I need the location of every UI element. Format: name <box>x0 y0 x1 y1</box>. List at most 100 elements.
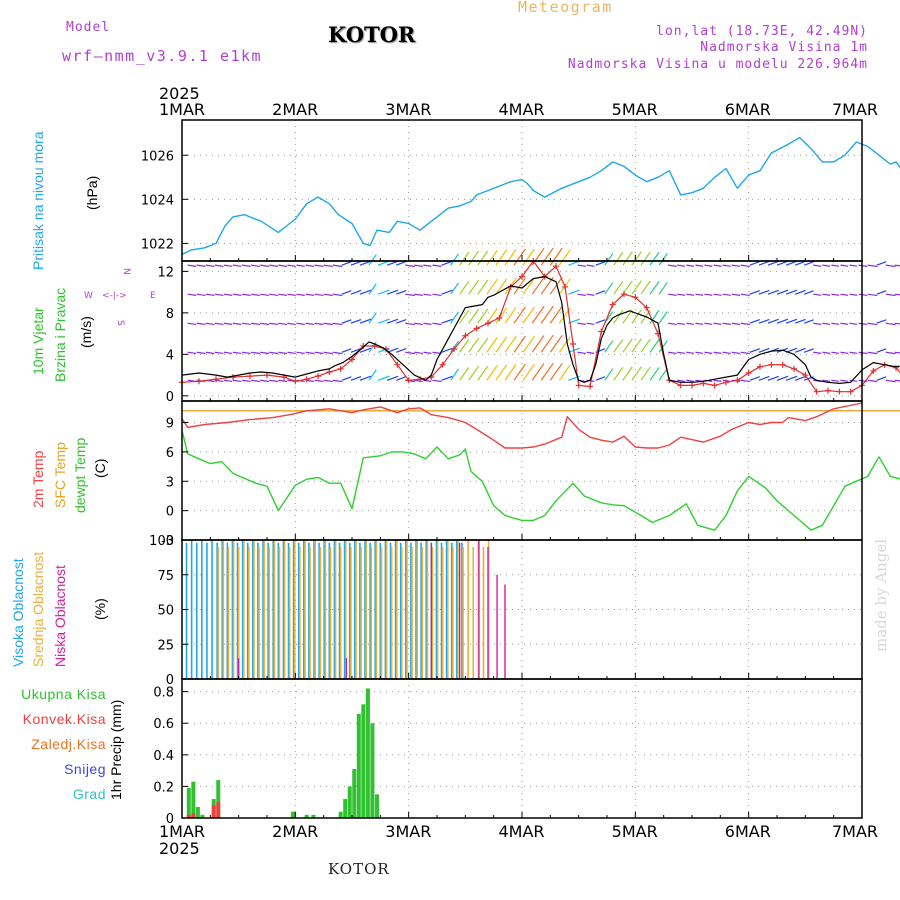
wind-barb <box>858 351 868 355</box>
wind-barb <box>885 379 896 383</box>
wind-barb <box>686 264 695 267</box>
wind-barb <box>622 309 633 324</box>
wind-barb <box>840 264 849 267</box>
wind-barb <box>713 351 722 354</box>
wind-barb <box>849 264 858 267</box>
wind-barb <box>622 251 633 266</box>
y-tick-label: 0 <box>166 505 174 520</box>
wind-barb <box>894 322 900 325</box>
wind-barb <box>196 293 206 297</box>
wind-barb <box>677 264 686 267</box>
wind-barb <box>649 310 660 324</box>
wind-barb <box>414 264 423 267</box>
convective-precip-bar <box>211 805 216 818</box>
date-bottom-4: 4MAR <box>498 822 544 841</box>
wind-barb <box>468 337 480 353</box>
wind-barb <box>758 318 770 324</box>
wind-barb <box>558 364 571 381</box>
wind-barb <box>341 319 352 324</box>
wind-barb <box>767 318 779 324</box>
wind-barb <box>803 261 814 266</box>
wind-barb <box>495 336 508 353</box>
date-bottom-3: 3MAR <box>385 822 431 841</box>
wind-barb <box>822 293 831 296</box>
y-tick-label: 0.8 <box>153 686 174 701</box>
wind-barb <box>504 336 517 353</box>
wind-barb <box>323 351 333 355</box>
wind-barb <box>314 293 324 297</box>
wind-barb <box>858 322 868 326</box>
pressure-panel-frame <box>181 119 863 262</box>
wind-barb <box>205 322 215 326</box>
wind-barb <box>722 264 731 267</box>
wind-barb <box>513 363 526 381</box>
wind-speed-line <box>181 276 900 384</box>
wind-barb <box>658 282 668 295</box>
wind-barb <box>504 364 517 381</box>
wind-barb <box>214 322 224 326</box>
wind-barb <box>341 261 352 266</box>
wind-barb <box>713 379 722 382</box>
wind-barb <box>368 254 377 266</box>
wind-barb <box>677 293 686 296</box>
wind-barb <box>214 293 224 296</box>
wind-barb <box>414 322 423 326</box>
wind-barb <box>722 351 731 355</box>
wind-barb <box>269 264 279 267</box>
wind-barb <box>840 379 849 382</box>
wind-barb <box>540 362 554 381</box>
wind-barb <box>740 379 750 383</box>
wind-barb <box>368 312 377 324</box>
wind-barb <box>441 318 453 324</box>
wind-barb <box>631 251 642 266</box>
wind-barb <box>885 293 896 297</box>
wind-barb <box>767 375 779 381</box>
wind-barb <box>251 293 261 297</box>
wind-barb <box>459 251 470 266</box>
wind-barb <box>187 351 197 355</box>
y-tick-label: 0 <box>166 673 174 688</box>
wind-barb <box>686 293 695 296</box>
wind-barb <box>513 277 526 295</box>
wind-barb <box>486 365 498 381</box>
y-tick-label: 1026 <box>141 149 174 164</box>
wind-barb <box>858 264 868 267</box>
wind-barb <box>314 264 324 267</box>
wind-barb <box>731 322 741 325</box>
wind-barb <box>495 364 508 381</box>
wind-barb <box>631 309 642 324</box>
precip-bar <box>347 786 352 818</box>
wind-barb <box>486 278 498 295</box>
wind-barb <box>260 322 270 326</box>
wind-barb <box>350 375 362 381</box>
wind-barb <box>749 319 760 324</box>
y-tick-label: 1022 <box>141 237 174 252</box>
legend-total-rain: Ukupna Kisa <box>21 686 106 702</box>
dewpoint-line <box>181 430 900 531</box>
wind-barb <box>495 278 508 295</box>
wind-barb <box>341 290 352 295</box>
wind-barb <box>359 347 372 353</box>
wind-barb <box>867 293 878 297</box>
wind-barb <box>831 322 840 325</box>
wind-barb <box>260 293 270 297</box>
wind-barb <box>704 322 713 325</box>
wind-barb <box>749 289 760 295</box>
legend-hail: Grad <box>72 786 106 802</box>
wind-barb <box>558 336 571 353</box>
y-tick-label: 75 <box>157 569 174 584</box>
wind-barb <box>377 289 390 295</box>
wind-barb <box>495 249 508 266</box>
wind-barb <box>477 365 489 381</box>
wind-barb <box>332 322 343 326</box>
date-top-2: 2MAR <box>272 100 318 119</box>
date-top-7: 7MAR <box>832 100 878 119</box>
wind-barb <box>296 264 305 267</box>
wind-barb <box>432 379 442 383</box>
precip-panel-frame <box>181 678 863 819</box>
wind-barb <box>894 293 900 296</box>
wind-barb <box>695 293 704 296</box>
y-tick-label: 1024 <box>141 193 174 208</box>
legend-convective-rain: Konvek.Kisa <box>22 711 106 727</box>
precip-bar <box>195 806 200 818</box>
